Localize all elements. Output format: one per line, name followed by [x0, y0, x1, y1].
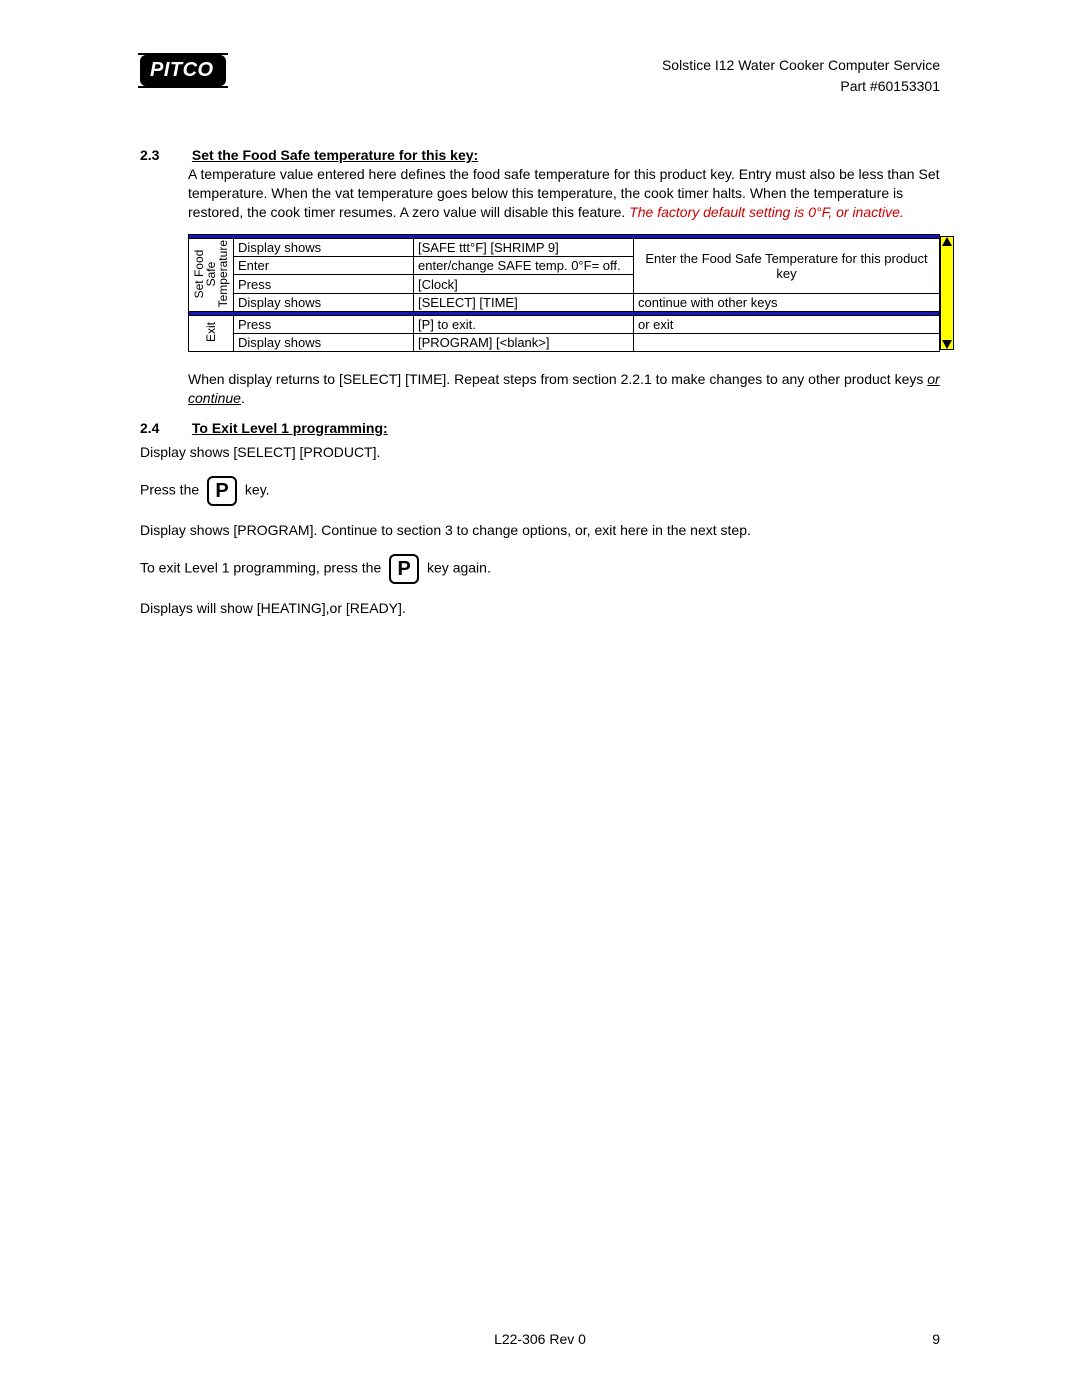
section-2-3: 2.3 Set the Food Safe temperature for th…	[140, 147, 940, 222]
group-label-set-food-safe: Set Food Safe Temperature	[189, 238, 234, 311]
text: Press the	[140, 482, 203, 498]
table-cell: Press	[234, 275, 414, 293]
post-table-text: When display returns to [SELECT] [TIME].…	[188, 371, 927, 387]
doc-title: Solstice I12 Water Cooker Computer Servi…	[662, 55, 940, 76]
table-cell: Enter	[234, 257, 414, 275]
factory-default-note: The factory default setting is 0°F, or i…	[629, 204, 904, 220]
s24-line2: Press the P key.	[140, 476, 940, 506]
section-2-4: 2.4 To Exit Level 1 programming:	[140, 420, 940, 436]
s24-line4: To exit Level 1 programming, press the P…	[140, 554, 940, 584]
arrow-strip	[940, 236, 954, 350]
post-table-note: When display returns to [SELECT] [TIME].…	[188, 370, 940, 408]
s24-line5: Displays will show [HEATING],or [READY].	[140, 598, 940, 618]
table-cell: enter/change SAFE temp. 0°F= off.	[414, 257, 634, 275]
doc-rev: L22-306 Rev 0	[494, 1331, 586, 1347]
p-key-icon: P	[389, 554, 419, 584]
table-cell: or exit	[634, 316, 940, 334]
section-title: To Exit Level 1 programming:	[192, 420, 388, 436]
section-number: 2.4	[140, 420, 188, 436]
table-cell: [Clock]	[414, 275, 634, 293]
table-cell: Display shows	[234, 334, 414, 352]
table-cell: [PROGRAM] [<blank>]	[414, 334, 634, 352]
s24-line1: Display shows [SELECT] [PRODUCT].	[140, 442, 940, 462]
table-cell: [SELECT] [TIME]	[414, 293, 634, 311]
text: To exit Level 1 programming, press the	[140, 560, 385, 576]
table-cell: [P] to exit.	[414, 316, 634, 334]
text: key again.	[427, 560, 491, 576]
text: key.	[245, 482, 270, 498]
brand-logo: PITCO	[140, 55, 226, 86]
table-cell: Enter the Food Safe Temperature for this…	[634, 238, 940, 293]
period: .	[241, 390, 245, 406]
section-body: A temperature value entered here defines…	[188, 165, 940, 222]
doc-part: Part #60153301	[662, 76, 940, 97]
table-cell	[634, 334, 940, 352]
procedure-table: Set Food Safe Temperature Display shows …	[188, 234, 940, 352]
table-cell: continue with other keys	[634, 293, 940, 311]
table-cell: Display shows	[234, 238, 414, 256]
section-number: 2.3	[140, 147, 188, 163]
page-header: PITCO Solstice I12 Water Cooker Computer…	[140, 55, 940, 97]
group-label-exit: Exit	[189, 316, 234, 352]
procedure-table-wrap: Set Food Safe Temperature Display shows …	[188, 234, 940, 352]
table-cell: [SAFE ttt°F] [SHRIMP 9]	[414, 238, 634, 256]
doc-title-block: Solstice I12 Water Cooker Computer Servi…	[662, 55, 940, 97]
section-title: Set the Food Safe temperature for this k…	[192, 147, 478, 163]
page-number: 9	[932, 1331, 940, 1347]
page-footer: L22-306 Rev 0 9	[140, 1331, 940, 1347]
s24-line3: Display shows [PROGRAM]. Continue to sec…	[140, 520, 940, 540]
table-cell: Press	[234, 316, 414, 334]
table-cell: Display shows	[234, 293, 414, 311]
p-key-icon: P	[207, 476, 237, 506]
